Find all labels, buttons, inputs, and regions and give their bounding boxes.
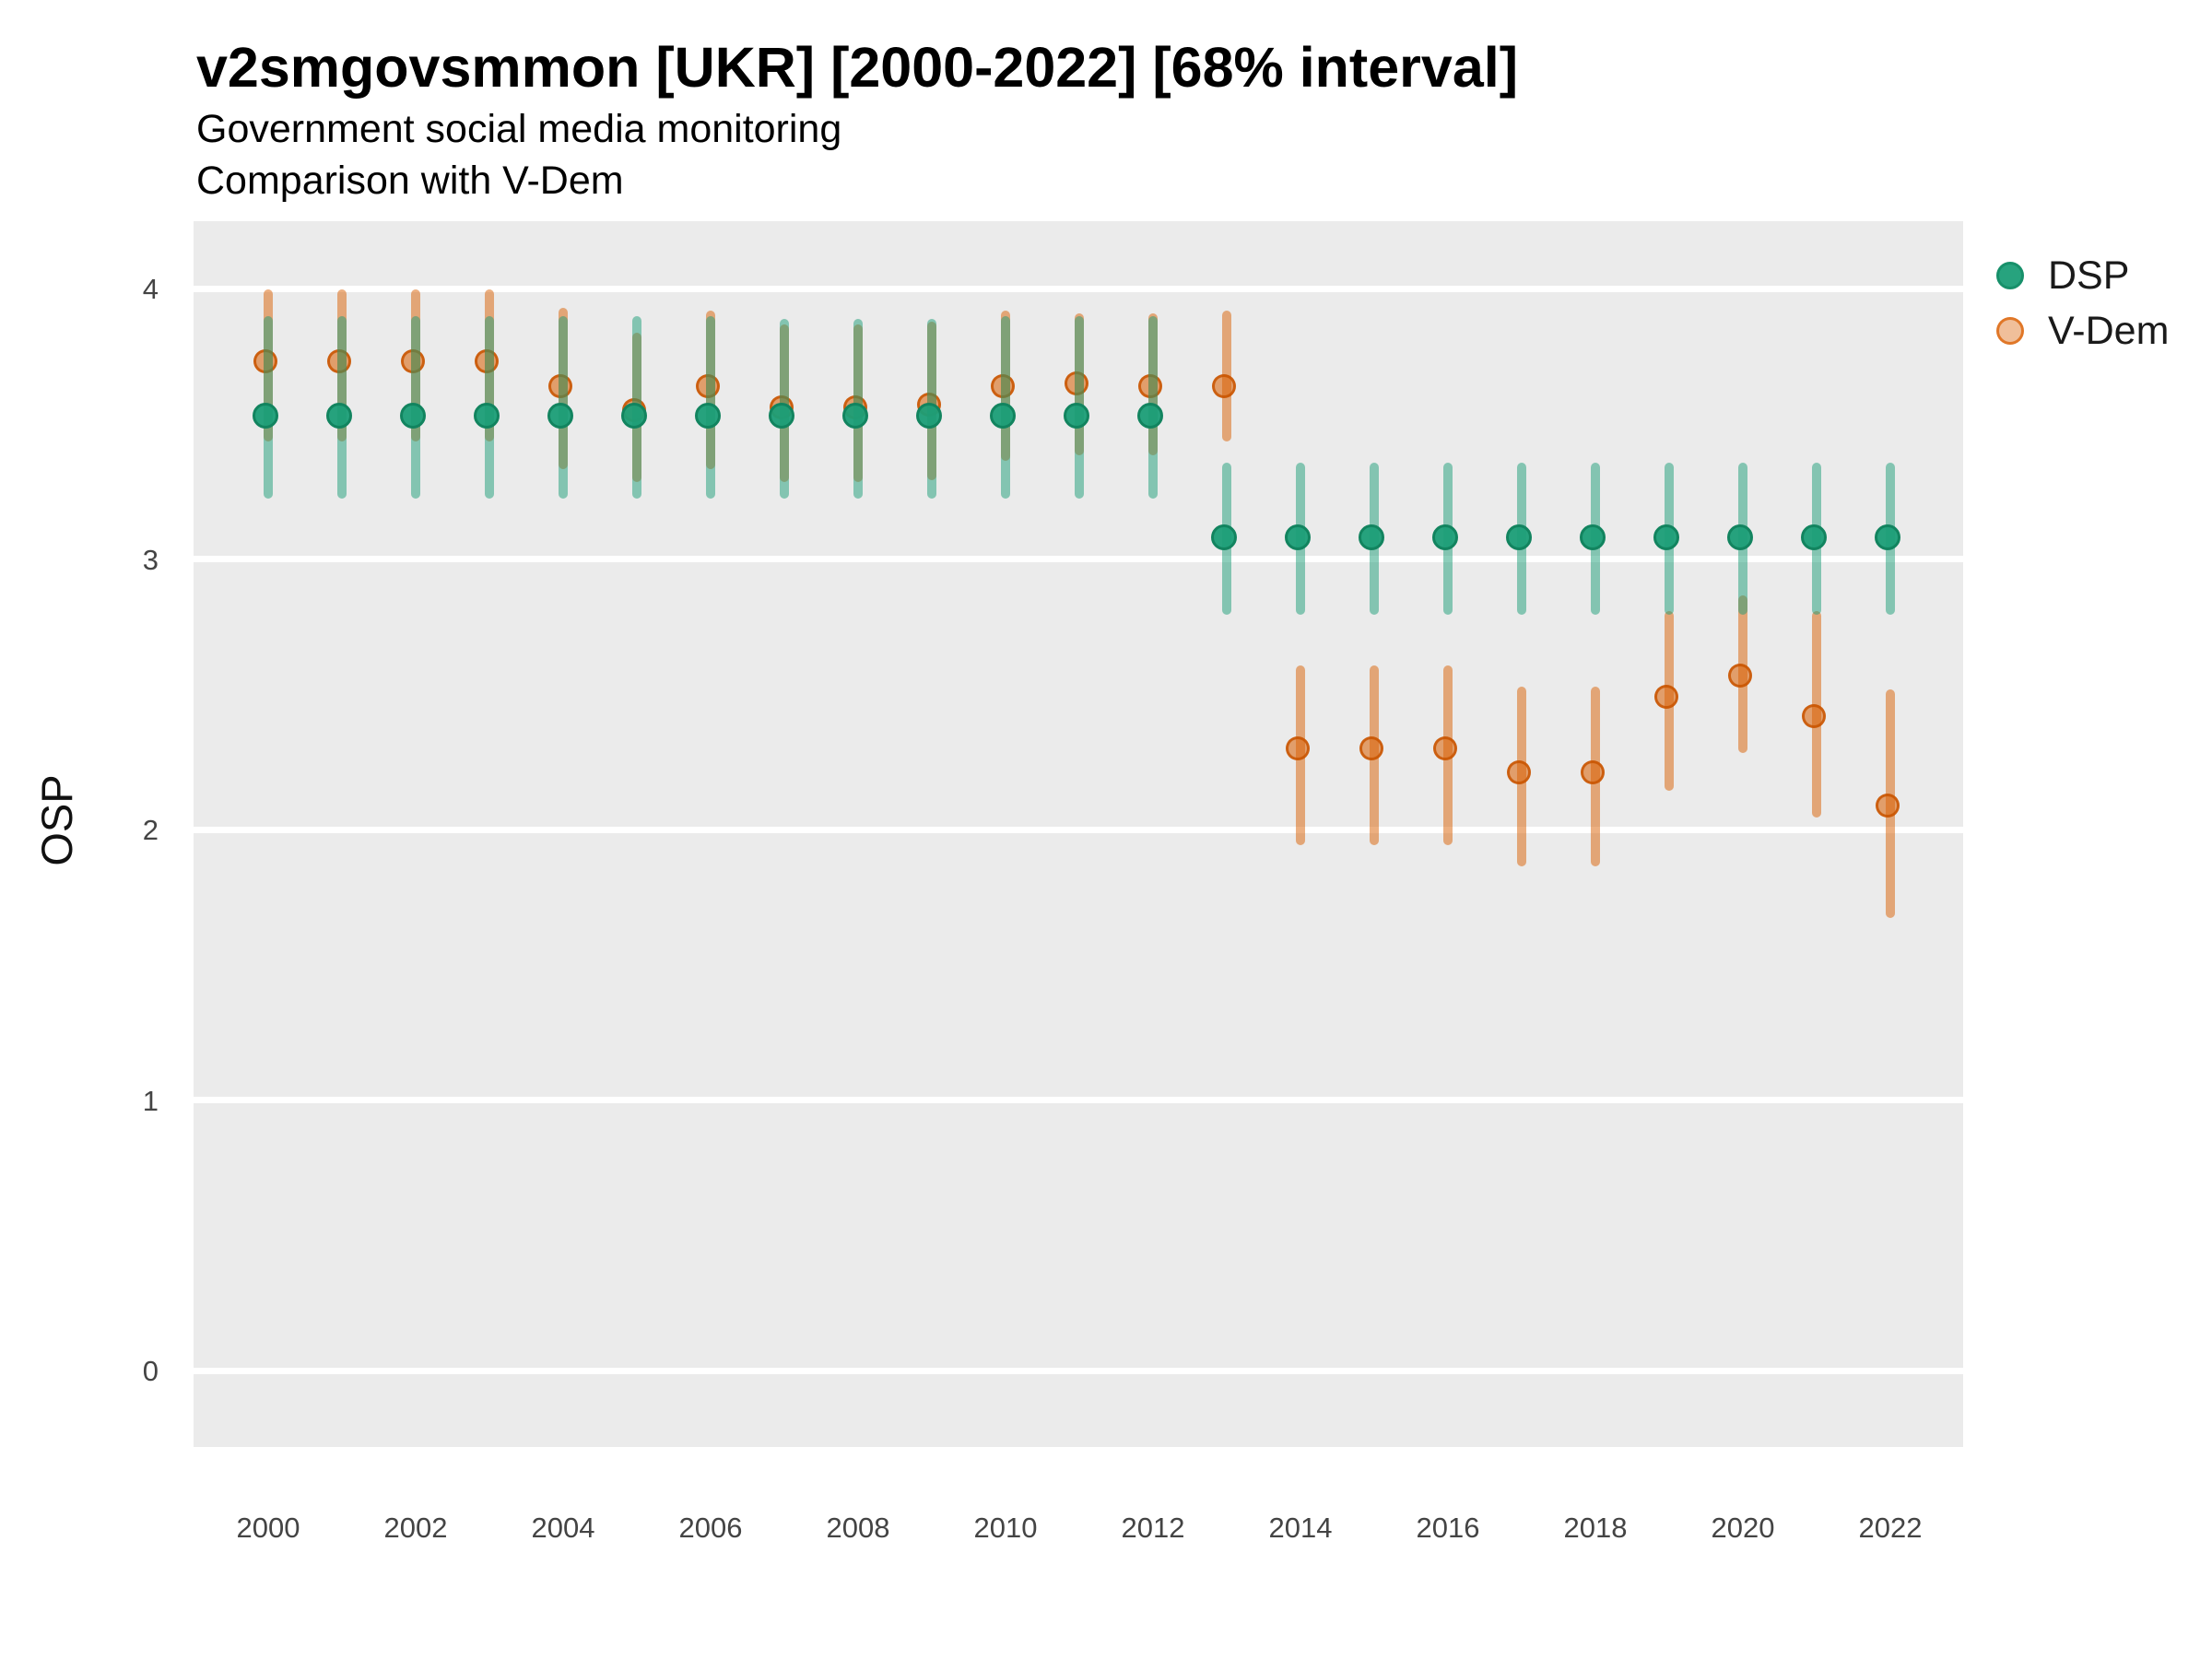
vdem-point bbox=[1876, 793, 1900, 818]
dsp-point bbox=[621, 402, 647, 429]
vdem-point bbox=[1212, 373, 1236, 398]
gridline-y-1 bbox=[194, 1097, 1963, 1103]
dsp-point bbox=[474, 402, 500, 429]
x-tick-label: 2016 bbox=[1416, 1512, 1480, 1544]
vdem-point bbox=[1286, 735, 1310, 760]
dsp-point bbox=[1653, 524, 1679, 550]
dsp-point bbox=[842, 402, 868, 429]
dsp-point bbox=[1064, 402, 1089, 429]
dsp-point bbox=[547, 402, 573, 429]
legend-label-dsp: DSP bbox=[2048, 253, 2130, 298]
vdem-point bbox=[1728, 663, 1752, 688]
x-tick-label: 2010 bbox=[973, 1512, 1038, 1544]
y-tick-label: 0 bbox=[142, 1355, 159, 1387]
chart-subtitle-line2: Comparison with V-Dem bbox=[196, 159, 624, 203]
legend-item-vdem: V-Dem bbox=[1996, 303, 2169, 359]
gridline-y-4 bbox=[194, 285, 1963, 292]
legend-item-dsp: DSP bbox=[1996, 248, 2129, 303]
y-tick-label: 3 bbox=[142, 543, 159, 576]
x-tick-label: 2006 bbox=[678, 1512, 743, 1544]
dsp-point bbox=[1137, 402, 1163, 429]
plot-panel bbox=[194, 221, 1963, 1447]
x-tick-label: 2018 bbox=[1563, 1512, 1628, 1544]
vdem-point bbox=[1359, 735, 1383, 760]
vdem-point bbox=[1654, 685, 1678, 710]
dsp-point bbox=[1211, 524, 1237, 550]
x-tick-label: 2000 bbox=[236, 1512, 300, 1544]
y-tick-label: 2 bbox=[142, 814, 159, 846]
x-tick-label: 2014 bbox=[1268, 1512, 1333, 1544]
dsp-legend-swatch-icon bbox=[1996, 262, 2024, 289]
y-tick-label: 4 bbox=[142, 273, 159, 305]
dsp-point bbox=[1432, 524, 1458, 550]
dsp-point bbox=[1359, 524, 1384, 550]
x-tick-label: 2008 bbox=[826, 1512, 890, 1544]
vdem-point bbox=[1802, 703, 1826, 728]
legend-label-vdem: V-Dem bbox=[2048, 308, 2170, 353]
dsp-point bbox=[400, 402, 426, 429]
dsp-point bbox=[916, 402, 942, 429]
dsp-point bbox=[1285, 524, 1311, 550]
dsp-point bbox=[990, 402, 1016, 429]
gridline-y-3 bbox=[194, 556, 1963, 562]
vdem-point bbox=[1581, 760, 1605, 785]
gridline-y-2 bbox=[194, 826, 1963, 833]
x-tick-label: 2012 bbox=[1121, 1512, 1185, 1544]
chart-subtitle-line1: Government social media monitoring bbox=[196, 107, 842, 151]
vdem-point bbox=[1433, 735, 1457, 760]
y-tick-label: 1 bbox=[142, 1084, 159, 1117]
dsp-point bbox=[1727, 524, 1753, 550]
dsp-point bbox=[769, 402, 794, 429]
dsp-point bbox=[253, 402, 278, 429]
x-tick-label: 2020 bbox=[1711, 1512, 1775, 1544]
vdem-point bbox=[1507, 760, 1531, 785]
x-tick-label: 2002 bbox=[383, 1512, 448, 1544]
chart-title: v2smgovsmmon [UKR] [2000-2022] [68% inte… bbox=[196, 36, 1519, 99]
dsp-point bbox=[1875, 524, 1900, 550]
dsp-point bbox=[1580, 524, 1606, 550]
dsp-point bbox=[1506, 524, 1532, 550]
vdem-legend-swatch-icon bbox=[1996, 317, 2024, 345]
gridline-y-0 bbox=[194, 1367, 1963, 1374]
dsp-point bbox=[1801, 524, 1827, 550]
dsp-point bbox=[326, 402, 352, 429]
x-tick-label: 2022 bbox=[1858, 1512, 1923, 1544]
dsp-point bbox=[695, 402, 721, 429]
x-tick-label: 2004 bbox=[531, 1512, 595, 1544]
